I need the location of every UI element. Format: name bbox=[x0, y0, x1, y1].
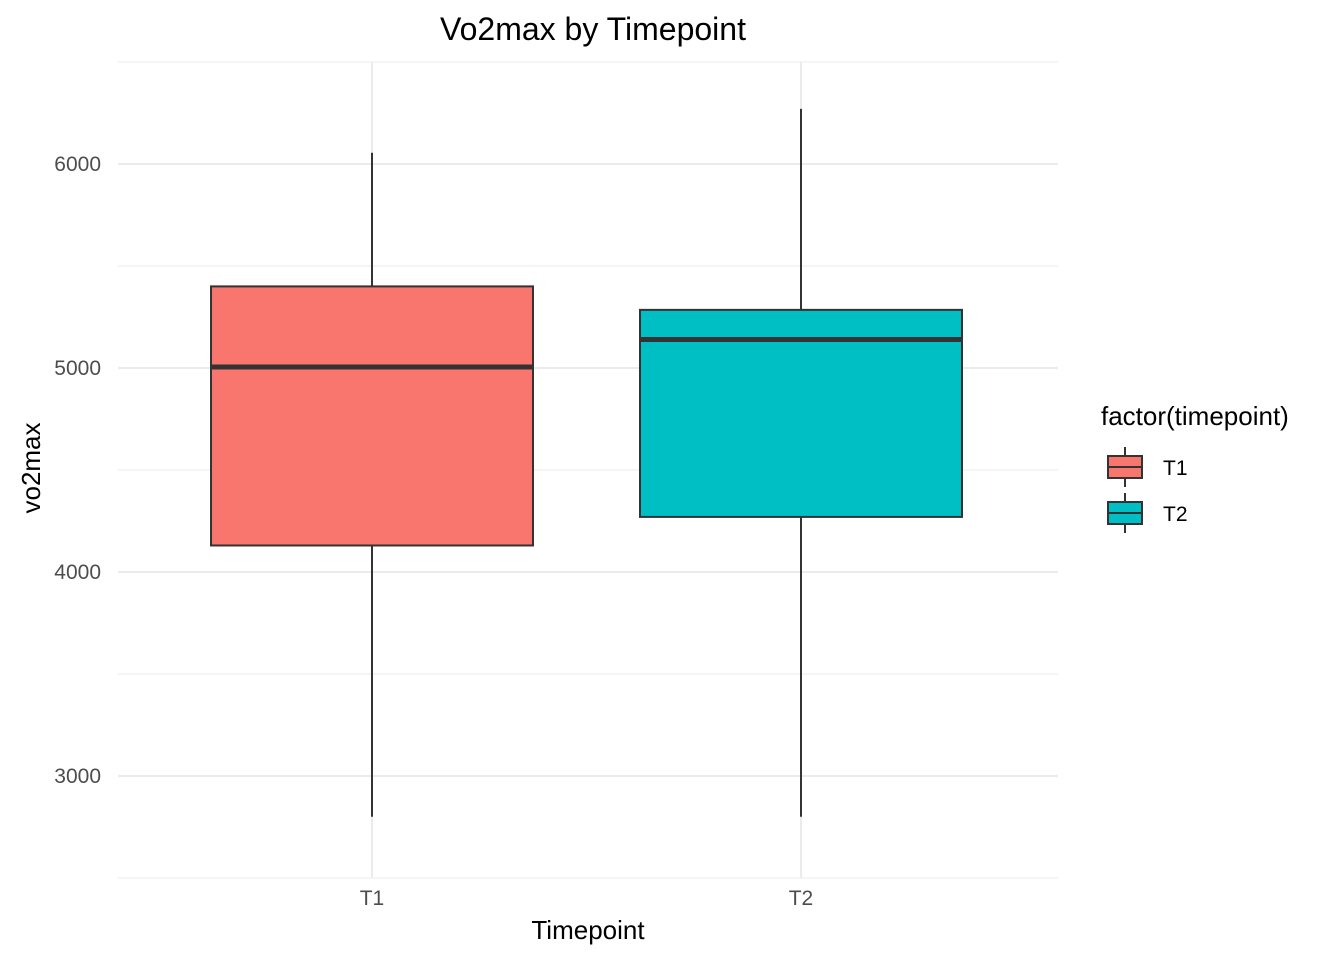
legend-label: T1 bbox=[1163, 457, 1188, 480]
legend-entry-T1: T1 bbox=[1107, 447, 1188, 487]
box-T1 bbox=[210, 152, 534, 817]
box-body bbox=[210, 285, 534, 547]
chart-title: Vo2max by Timepoint bbox=[440, 11, 746, 47]
legend-title: factor(timepoint) bbox=[1101, 401, 1289, 431]
box-T2 bbox=[639, 108, 963, 817]
x-tick-label: T1 bbox=[360, 887, 385, 910]
y-tick-label: 3000 bbox=[54, 765, 101, 788]
y-tick-label: 5000 bbox=[54, 357, 101, 380]
y-axis-title: vo2max bbox=[16, 422, 46, 513]
legend: factor(timepoint) T1 T2 bbox=[1101, 401, 1289, 533]
boxes bbox=[210, 108, 963, 817]
legend-entry-T2: T2 bbox=[1107, 493, 1188, 533]
y-axis-ticks: 3000 4000 5000 6000 bbox=[54, 153, 101, 788]
box-body bbox=[639, 308, 963, 518]
y-tick-label: 6000 bbox=[54, 153, 101, 176]
y-tick-label: 4000 bbox=[54, 561, 101, 584]
legend-entries: T1 T2 bbox=[1107, 447, 1188, 533]
x-axis-title: Timepoint bbox=[531, 915, 645, 945]
x-tick-label: T2 bbox=[789, 887, 814, 910]
legend-label: T2 bbox=[1163, 503, 1188, 526]
x-axis-ticks: T1 T2 bbox=[360, 887, 814, 910]
